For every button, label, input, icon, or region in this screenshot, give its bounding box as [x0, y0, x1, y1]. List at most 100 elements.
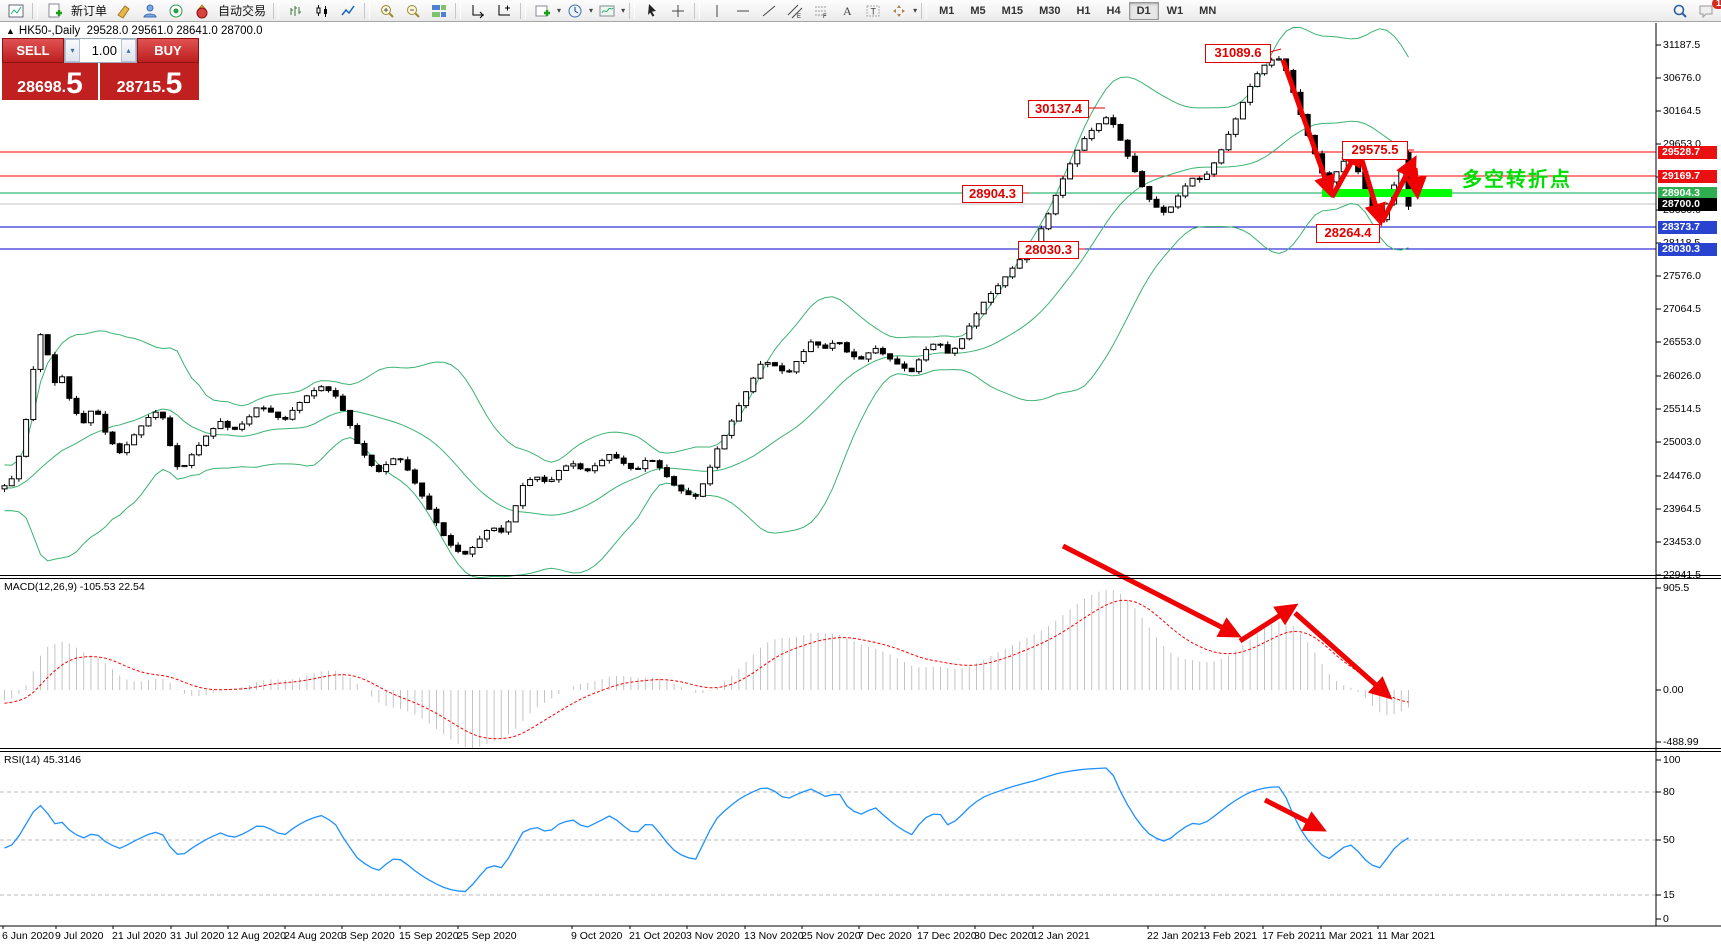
horizontal-line-icon[interactable] — [730, 1, 755, 20]
search-icon[interactable] — [1667, 1, 1692, 20]
date-axis-label: 3 Sep 2020 — [341, 930, 395, 942]
svg-text:E: E — [797, 14, 801, 19]
volume-input[interactable]: 1.00 — [91, 43, 117, 58]
notifications-icon[interactable] — [1693, 1, 1718, 20]
line-chart-icon[interactable] — [335, 1, 360, 20]
date-axis-label: 15 Sep 2020 — [399, 930, 459, 942]
charts-icon[interactable] — [3, 1, 28, 20]
bar-chart-icon[interactable] — [283, 1, 308, 20]
auto-scroll-icon[interactable] — [465, 1, 490, 20]
channel-icon[interactable]: E — [782, 1, 807, 20]
chevron-down-icon[interactable]: ▾ — [557, 6, 562, 15]
fibonacci-icon[interactable]: F — [808, 1, 833, 20]
price-axis-tick: 26553.0 — [1663, 336, 1701, 348]
price-callout-label[interactable]: 30137.4 — [1028, 100, 1089, 118]
chevron-down-icon[interactable]: ▾ — [913, 6, 918, 15]
toolbar-separator — [455, 2, 462, 19]
clean-icon[interactable] — [111, 1, 136, 20]
timeframe-m30[interactable]: M30 — [1039, 4, 1061, 17]
timeframe-bar: M1 M5 M15 M30 H1 H4 D1 W1 MN — [931, 1, 1224, 20]
toolbar-separator — [273, 2, 280, 19]
pivot-band — [1322, 189, 1452, 197]
timeframe-d1[interactable]: D1 — [1128, 1, 1159, 20]
date-axis-label: 9 Jul 2020 — [55, 930, 104, 942]
bollinger-bands — [4, 26, 1409, 579]
autotrade-button[interactable]: 自动交易 — [218, 4, 267, 18]
price-callout-label[interactable]: 28030.3 — [1018, 241, 1079, 259]
buy-button[interactable]: BUY — [137, 38, 199, 63]
date-axis-label: 17 Dec 2020 — [917, 930, 977, 942]
zoom-out-icon[interactable] — [400, 1, 425, 20]
timeframe-m1[interactable]: M1 — [939, 4, 955, 17]
price-callout-label[interactable]: 28264.4 — [1316, 224, 1380, 243]
tile-windows-icon[interactable] — [426, 1, 451, 20]
chart-title: ▲ HK50-,Daily 29528.0 29561.0 28641.0 287… — [6, 25, 263, 37]
price-level-badge: 28904.3 — [1658, 186, 1717, 200]
main-toolbar: 新订单 自动交易 ▾ ▾ ▾ E F A T ▾ M1 M5 M15 M30 H1 H4 D — [0, 0, 1721, 22]
crosshair-icon[interactable] — [665, 1, 690, 20]
collapse-arrow-icon[interactable]: ▲ — [6, 26, 15, 36]
price-level-badge: 28373.7 — [1658, 220, 1717, 234]
price-callout-label[interactable]: 28904.3 — [962, 185, 1023, 203]
add-indicator-icon[interactable] — [530, 1, 555, 20]
macd-label: MACD(12,26,9) -105.53 22.54 — [4, 581, 145, 593]
text-icon[interactable]: A — [834, 1, 859, 20]
price-callout-label[interactable]: 29575.5 — [1342, 141, 1408, 160]
sell-price-display[interactable]: 28698. 5 — [2, 63, 98, 100]
date-axis-label: 30 Dec 2020 — [974, 930, 1034, 942]
date-axis-label: 22 Jan 2021 — [1147, 930, 1205, 942]
timeframe-w1[interactable]: W1 — [1166, 4, 1184, 17]
candle-chart-icon[interactable] — [309, 1, 334, 20]
cursor-icon[interactable] — [639, 1, 664, 20]
notification-badge: 1 — [1711, 0, 1721, 9]
volume-increase-button[interactable]: ▴ — [121, 39, 136, 62]
template-icon[interactable] — [594, 1, 619, 20]
price-axis-tick: 22941.5 — [1663, 569, 1701, 581]
ohlc-values: 29528.0 29561.0 28641.0 28700.0 — [86, 25, 263, 37]
chevron-down-icon[interactable]: ▾ — [621, 6, 626, 15]
sell-price-frac: 5 — [66, 67, 83, 100]
trendline-icon[interactable] — [756, 1, 781, 20]
timeframe-h4[interactable]: H4 — [1106, 4, 1121, 17]
chart-shift-icon[interactable] — [491, 1, 516, 20]
toolbar-separator — [364, 2, 371, 19]
timeframe-m5[interactable]: M5 — [970, 4, 986, 17]
price-axis-tick: 26026.0 — [1663, 370, 1701, 382]
new-order-icon[interactable] — [42, 1, 67, 20]
zoom-in-icon[interactable] — [374, 1, 399, 20]
svg-text:F: F — [823, 14, 827, 19]
buy-price-display[interactable]: 28715. 5 — [100, 63, 199, 100]
arrows-icon[interactable] — [886, 1, 911, 20]
price-callout-label[interactable]: 31089.6 — [1205, 44, 1271, 63]
timeframe-h1[interactable]: H1 — [1076, 4, 1091, 17]
profile-icon[interactable] — [137, 1, 162, 20]
chart-frame — [0, 23, 1721, 929]
rsi-axis-tick: 100 — [1663, 754, 1681, 766]
price-axis-tick: 25003.0 — [1663, 436, 1701, 448]
indicator-panes — [0, 589, 1656, 896]
toolbar-separator — [520, 2, 527, 19]
price-axis-tick: 25514.5 — [1663, 403, 1701, 415]
date-axis-label: 6 Jun 2020 — [2, 930, 54, 942]
autotrade-icon[interactable] — [189, 1, 214, 20]
vertical-line-icon[interactable] — [704, 1, 729, 20]
text-label-icon[interactable]: T — [860, 1, 885, 20]
date-axis-label: 21 Oct 2020 — [629, 930, 687, 942]
price-level-badge: 28700.0 — [1658, 197, 1717, 211]
price-axis-tick: 30676.0 — [1663, 72, 1701, 84]
chevron-down-icon[interactable]: ▾ — [589, 6, 594, 15]
price-axis-tick: 23964.5 — [1663, 503, 1701, 515]
new-order-button[interactable]: 新订单 — [71, 4, 108, 18]
volume-decrease-button[interactable]: ▾ — [65, 39, 80, 62]
price-axis-tick: 27576.0 — [1663, 270, 1701, 282]
price-level-badge: 29528.7 — [1658, 145, 1717, 159]
timeframe-m15[interactable]: M15 — [1001, 4, 1024, 17]
one-click-trading-panel: SELL ▾ 1.00 ▴ BUY 28698. 5 28715. 5 — [2, 38, 199, 100]
price-axis-tick: 30164.5 — [1663, 105, 1701, 117]
timeframe-mn[interactable]: MN — [1199, 4, 1217, 17]
signal-icon[interactable] — [163, 1, 188, 20]
date-axis-label: 25 Sep 2020 — [457, 930, 517, 942]
periods-icon[interactable] — [562, 1, 587, 20]
sell-button[interactable]: SELL — [2, 38, 64, 63]
